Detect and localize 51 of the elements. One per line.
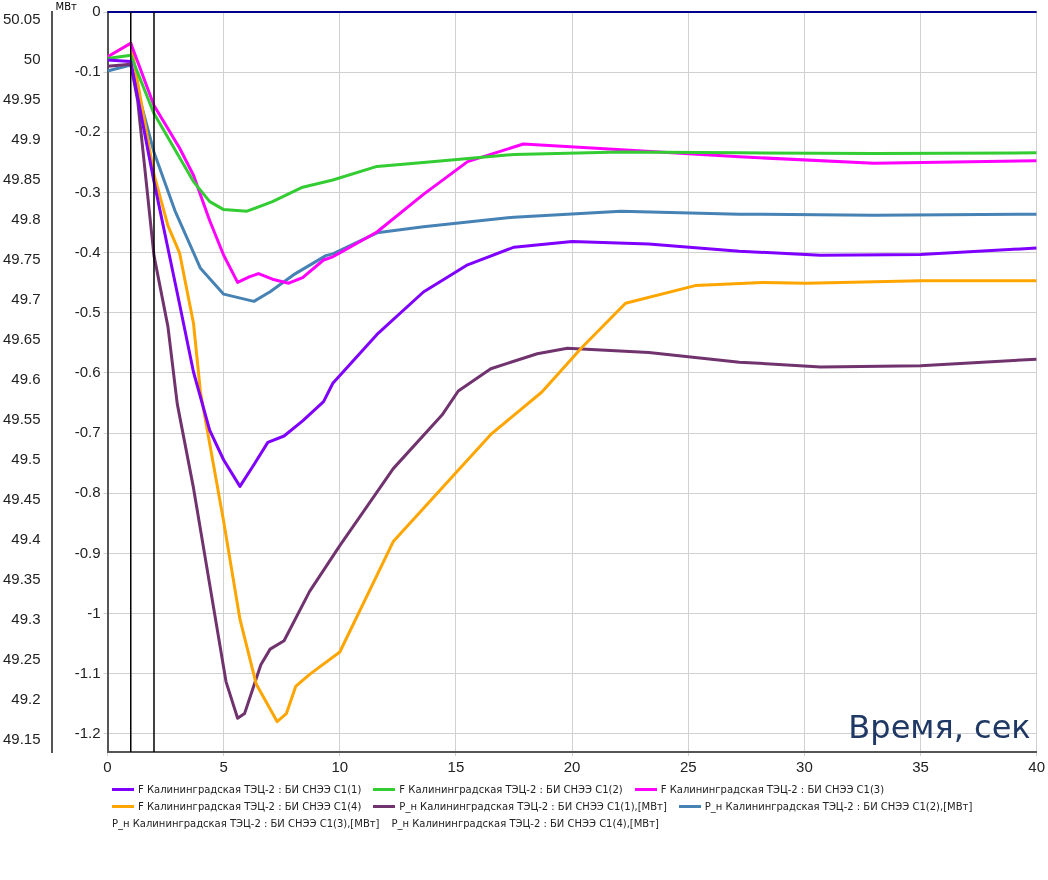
y-tick-label: 49.9 — [11, 130, 41, 148]
y2-tick-label: -0.6 — [74, 363, 101, 381]
y-tick-label: 49.15 — [2, 730, 41, 748]
y2-tick-label: -0.3 — [74, 182, 101, 200]
y2-tick-label: -1.1 — [74, 663, 101, 681]
y2-tick-label: -1.2 — [74, 724, 101, 742]
y-tick-label: 50.05 — [2, 10, 41, 28]
y-tick-label: 49.45 — [2, 490, 41, 508]
y-tick-label: 50 — [23, 50, 41, 68]
y-tick-label: 49.25 — [2, 650, 41, 668]
y2-tick-label: -0.4 — [74, 242, 101, 260]
x-tick-label: 25 — [679, 758, 697, 776]
x-axis-title: Время, сек — [848, 708, 1031, 747]
y-tick-label: 49.55 — [2, 410, 41, 428]
y2-tick-label: -0.1 — [74, 62, 101, 80]
y2-axis-title: МВт — [55, 0, 78, 12]
text: P_н Калининградская ТЭЦ-2 : БИ СНЭЭ С1(4),[МВт] — [391, 818, 659, 829]
legend-label: F Калининградская ТЭЦ-2 : БИ СНЭЭ С1(3) — [660, 784, 885, 795]
y2-tick-label: -0.7 — [74, 423, 101, 441]
y2-tick-label: -0.2 — [74, 122, 101, 140]
y-tick-label: 49.8 — [11, 210, 41, 228]
y-tick-label: 49.2 — [11, 690, 41, 708]
y2-tick-label: -0.8 — [74, 483, 101, 501]
legend-label: F Калининградская ТЭЦ-2 : БИ СНЭЭ С1(2) — [399, 784, 623, 795]
y2-tick-label: 0 — [92, 2, 101, 20]
y-tick-label: 49.85 — [2, 170, 41, 188]
x-tick-label: 10 — [331, 758, 349, 776]
x-tick-label: 20 — [563, 758, 581, 776]
text: P_н Калининградская ТЭЦ-2 : БИ СНЭЭ С1(3),[МВт] — [112, 818, 380, 829]
legend-label: F Калининградская ТЭЦ-2 : БИ СНЭЭ С1(4) — [138, 801, 362, 812]
x-tick-label: 40 — [1028, 758, 1045, 776]
y2-tick-label: -0.5 — [74, 302, 101, 320]
legend-label: P_н Калининградская ТЭЦ-2 : БИ СНЭЭ С1(2),[МВт] — [704, 801, 973, 812]
y2-tick-label: -1 — [87, 603, 101, 621]
legend-label: F Калининградская ТЭЦ-2 : БИ СНЭЭ С1(1) — [138, 784, 362, 795]
x-tick-label: 0 — [103, 758, 112, 776]
y-tick-label: 49.95 — [2, 90, 41, 108]
y-tick-label: 49.75 — [2, 250, 41, 268]
x-tick-label: 5 — [219, 758, 228, 776]
y2-tick-label: -0.9 — [74, 543, 101, 561]
x-tick-label: 35 — [912, 758, 929, 776]
y-tick-label: 49.6 — [11, 370, 41, 388]
x-tick-label: 15 — [447, 758, 465, 776]
y-tick-label: 49.35 — [2, 570, 41, 588]
y-tick-label: 49.7 — [11, 290, 41, 308]
legend-label: P_н Калининградская ТЭЦ-2 : БИ СНЭЭ С1(1),[МВт] — [399, 801, 667, 812]
y-tick-label: 49.3 — [11, 610, 41, 628]
x-tick-label: 30 — [796, 758, 813, 776]
y-tick-label: 49.4 — [11, 530, 41, 548]
y-tick-label: 49.5 — [11, 450, 41, 468]
y-tick-label: 49.65 — [2, 330, 41, 348]
